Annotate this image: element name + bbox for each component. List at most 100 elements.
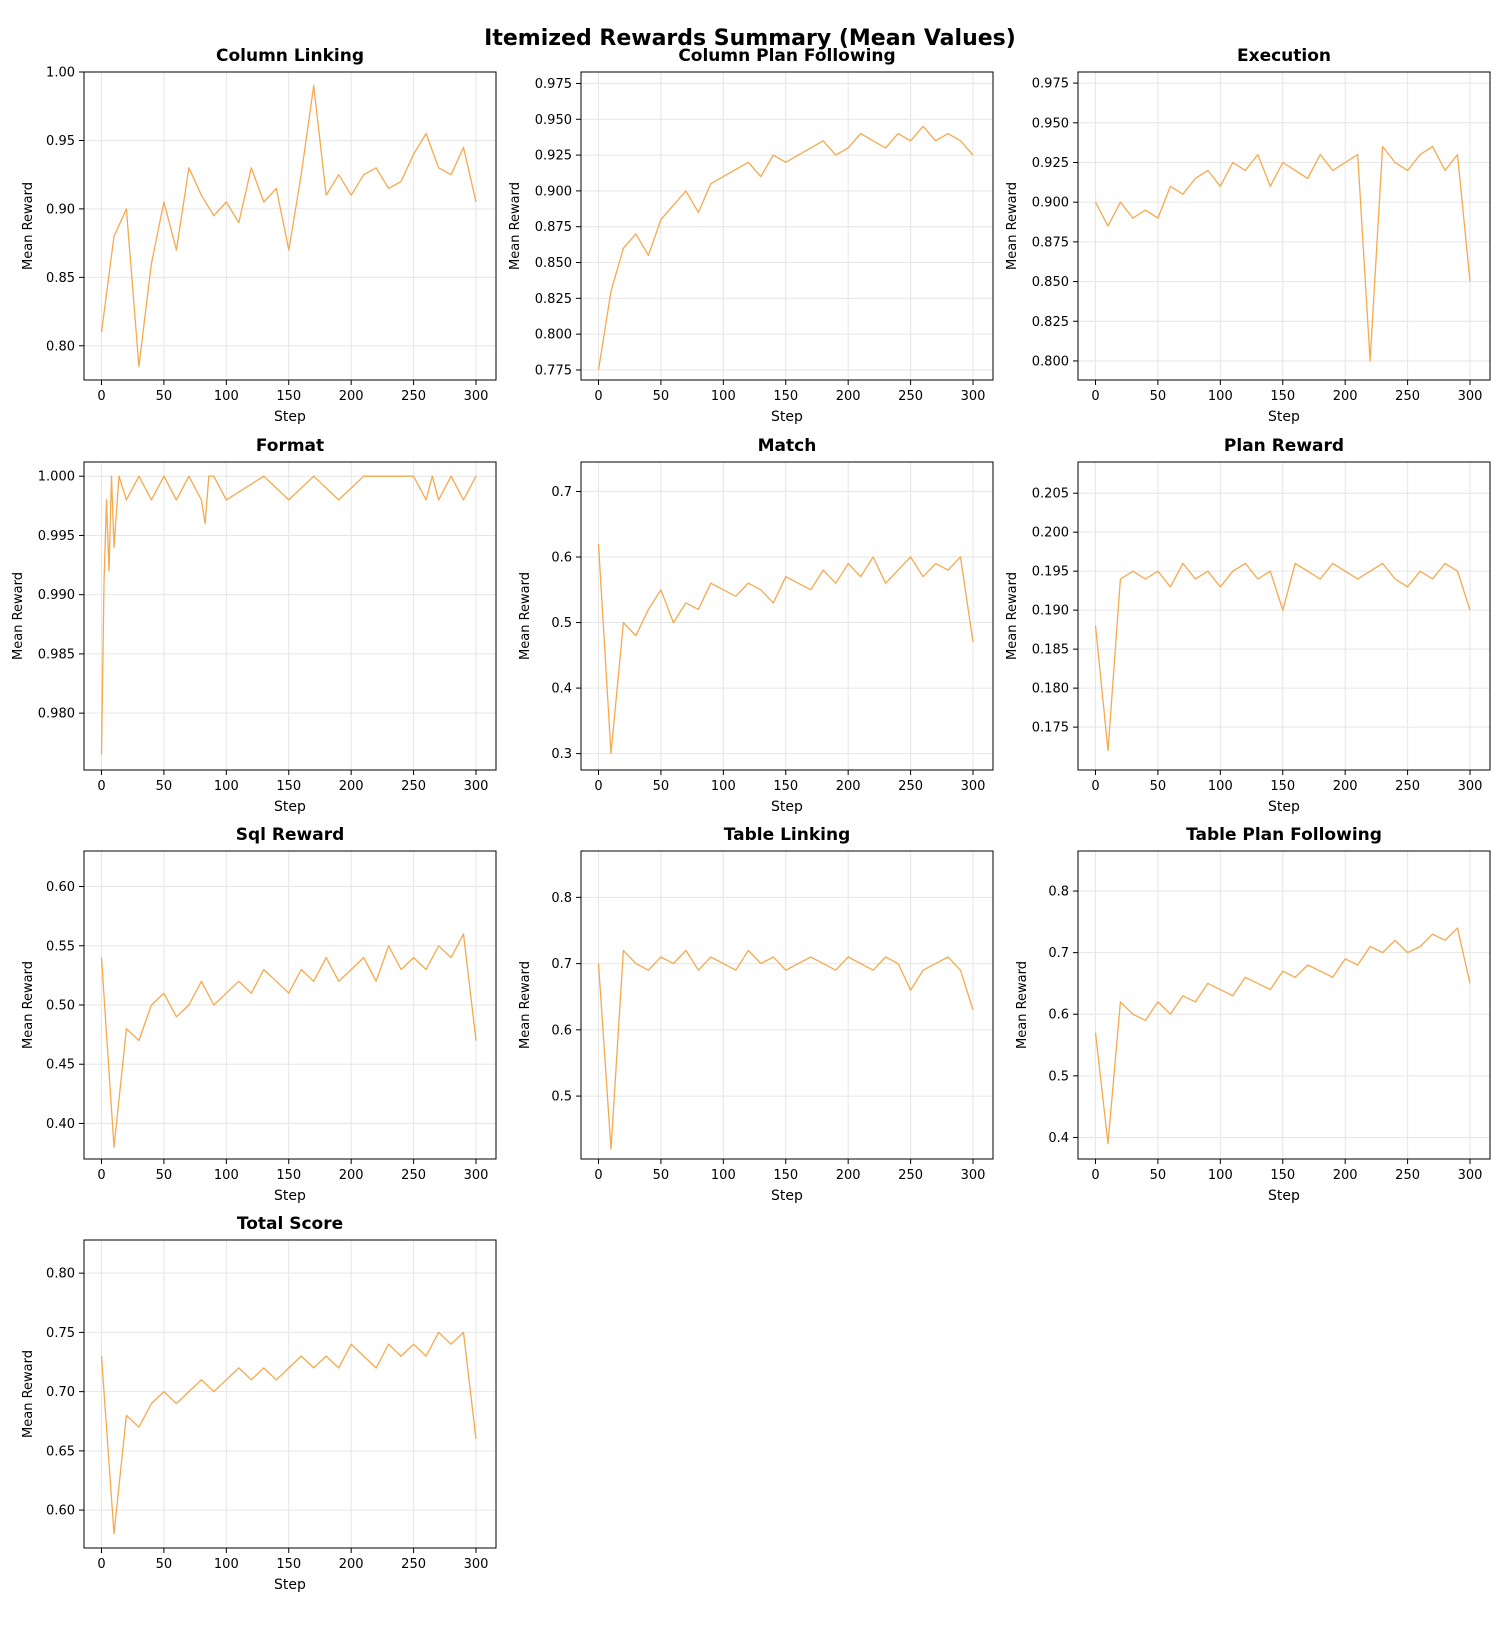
x-tick-label: 0 (97, 1168, 105, 1183)
panel-title: Total Score (236, 1214, 344, 1234)
x-tick-label: 50 (1150, 389, 1167, 404)
y-tick-label: 0.825 (1032, 315, 1069, 330)
x-tick-label: 200 (339, 1557, 364, 1572)
y-tick-label: 0.825 (535, 292, 572, 307)
x-tick-label: 200 (1333, 779, 1358, 794)
series-line (100, 933, 477, 1148)
y-tick-label: 0.800 (1032, 354, 1069, 369)
series-line (597, 125, 974, 371)
panel-plan-reward: Plan Reward 0 50 100 150 200 250 300 0.175 0.180 0… (994, 432, 1500, 850)
panel-title: Table Linking (723, 825, 851, 845)
y-tick-label: 0.200 (1032, 526, 1069, 541)
axes-frame (580, 850, 994, 1160)
panel-title: Column Linking (216, 46, 364, 66)
series-line (597, 949, 974, 1150)
y-tick-label: 0.5 (1048, 1069, 1069, 1084)
x-tick-label: 50 (156, 1557, 173, 1572)
x-tick-label: 100 (214, 1168, 239, 1183)
y-tick-label: 0.55 (46, 939, 75, 954)
y-axis-label: Mean Reward (1015, 961, 1030, 1049)
y-tick-label: 0.925 (1032, 156, 1069, 171)
x-tick-label: 200 (339, 389, 364, 404)
x-tick-label: 50 (156, 1168, 173, 1183)
panel-title: Sql Reward (235, 825, 345, 845)
x-tick-label: 100 (1208, 1168, 1233, 1183)
x-axis-label: Step (274, 1188, 306, 1204)
series-line (597, 543, 974, 755)
series-line (100, 475, 477, 755)
y-axis-label: Mean Reward (518, 961, 533, 1049)
y-tick-label: 0.4 (551, 682, 572, 697)
chart-match: 0 50 100 150 200 250 300 0.3 0.4 0.5 0.6 0.7 Step Mea… (518, 461, 994, 815)
y-axis-label: Mean Reward (21, 182, 36, 270)
x-axis-label: Step (274, 409, 306, 425)
x-tick-label: 250 (1395, 779, 1420, 794)
axes-frame (83, 461, 497, 771)
y-tick-label: 0.6 (551, 551, 572, 566)
y-tick-label: 0.980 (38, 707, 75, 722)
series-line (100, 1331, 477, 1535)
y-tick-label: 0.4 (1048, 1131, 1069, 1146)
x-tick-label: 100 (214, 779, 239, 794)
y-tick-label: 0.180 (1032, 682, 1069, 697)
y-tick-label: 0.175 (1032, 721, 1069, 736)
panel-table-linking: Table Linking 0 50 100 150 200 250 300 0.5 0.6 0.7… (497, 821, 1029, 1239)
x-tick-label: 50 (653, 389, 670, 404)
x-tick-label: 100 (711, 389, 736, 404)
y-tick-label: 0.875 (535, 220, 572, 235)
x-tick-label: 50 (1150, 1168, 1167, 1183)
chart-table-linking: 0 50 100 150 200 250 300 0.5 0.6 0.7 0.8 Step Mean R… (518, 850, 994, 1204)
y-tick-label: 0.6 (551, 1023, 572, 1038)
y-tick-label: 0.5 (551, 616, 572, 631)
y-axis-label: Mean Reward (1005, 572, 1020, 660)
x-tick-label: 300 (464, 779, 489, 794)
y-axis-label: Mean Reward (21, 961, 36, 1049)
x-tick-label: 150 (276, 389, 301, 404)
x-tick-label: 200 (1333, 1168, 1358, 1183)
y-tick-label: 0.995 (38, 529, 75, 544)
x-axis-label: Step (1268, 409, 1300, 425)
x-tick-label: 250 (401, 779, 426, 794)
x-axis-label: Step (274, 1577, 306, 1593)
panel-title: Format (255, 436, 325, 456)
x-tick-label: 150 (276, 779, 301, 794)
x-tick-label: 0 (594, 1168, 602, 1183)
x-axis-label: Step (1268, 799, 1300, 815)
x-tick-label: 0 (1091, 779, 1099, 794)
x-tick-label: 150 (773, 1168, 798, 1183)
chart-sql-reward: 0 50 100 150 200 250 300 0.40 0.45 0.50 0.55 0.60 St… (21, 850, 497, 1204)
y-tick-label: 0.195 (1032, 565, 1069, 580)
panel-title: Column Plan Following (678, 46, 896, 66)
y-tick-label: 1.000 (38, 470, 75, 485)
y-axis-label: Mean Reward (518, 572, 533, 660)
x-tick-label: 50 (653, 779, 670, 794)
x-axis-label: Step (771, 1188, 803, 1204)
x-tick-label: 0 (97, 779, 105, 794)
x-tick-label: 150 (276, 1168, 301, 1183)
y-tick-label: 0.50 (46, 999, 75, 1014)
x-tick-label: 100 (1208, 779, 1233, 794)
x-tick-label: 50 (156, 389, 173, 404)
y-tick-label: 0.7 (551, 957, 572, 972)
y-tick-label: 0.850 (535, 256, 572, 271)
y-tick-label: 0.975 (1032, 77, 1069, 92)
x-tick-label: 50 (156, 779, 173, 794)
chart-column-linking: 0 50 100 150 200 250 300 0.80 0.85 0.90 0.95 1.00 St… (21, 66, 497, 425)
panel-total-score: Total Score 0 50 100 150 200 250 300 0.60 0.65 0.7… (0, 1210, 532, 1628)
x-axis-label: Step (274, 799, 306, 815)
x-tick-label: 300 (961, 389, 986, 404)
panel-table-plan-following: Table Plan Following 0 50 100 150 200 250 300 0.… (994, 821, 1500, 1239)
y-tick-label: 0.800 (535, 328, 572, 343)
x-tick-label: 250 (898, 1168, 923, 1183)
y-tick-label: 0.990 (38, 588, 75, 603)
axes-frame (83, 71, 497, 381)
figure-title: Itemized Rewards Summary (Mean Values) (484, 26, 1016, 51)
y-tick-label: 0.925 (535, 149, 572, 164)
y-tick-label: 0.8 (1048, 885, 1069, 900)
axes-frame (1077, 850, 1491, 1160)
x-tick-label: 200 (836, 389, 861, 404)
axes-frame (1077, 71, 1491, 381)
y-tick-label: 0.8 (551, 891, 572, 906)
x-tick-label: 100 (214, 1557, 239, 1572)
